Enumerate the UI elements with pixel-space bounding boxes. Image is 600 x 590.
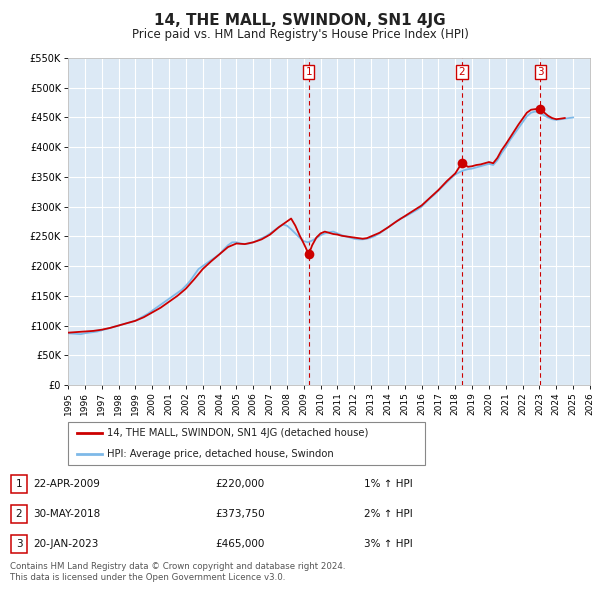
Text: 2: 2	[16, 509, 22, 519]
Text: 3: 3	[16, 539, 22, 549]
Text: HPI: Average price, detached house, Swindon: HPI: Average price, detached house, Swin…	[107, 449, 334, 459]
Text: 3: 3	[537, 67, 544, 77]
Text: 30-MAY-2018: 30-MAY-2018	[33, 509, 100, 519]
Text: This data is licensed under the Open Government Licence v3.0.: This data is licensed under the Open Gov…	[10, 573, 286, 582]
Text: 1% ↑ HPI: 1% ↑ HPI	[364, 479, 413, 489]
Text: 1: 1	[16, 479, 22, 489]
Text: 3% ↑ HPI: 3% ↑ HPI	[364, 539, 413, 549]
Text: 2% ↑ HPI: 2% ↑ HPI	[364, 509, 413, 519]
Text: Price paid vs. HM Land Registry's House Price Index (HPI): Price paid vs. HM Land Registry's House …	[131, 28, 469, 41]
Text: 1: 1	[305, 67, 312, 77]
Text: Contains HM Land Registry data © Crown copyright and database right 2024.: Contains HM Land Registry data © Crown c…	[10, 562, 346, 571]
Text: 14, THE MALL, SWINDON, SN1 4JG: 14, THE MALL, SWINDON, SN1 4JG	[154, 13, 446, 28]
Text: 2: 2	[459, 67, 466, 77]
Text: 20-JAN-2023: 20-JAN-2023	[33, 539, 98, 549]
Text: 22-APR-2009: 22-APR-2009	[33, 479, 100, 489]
Text: £465,000: £465,000	[215, 539, 265, 549]
Text: £220,000: £220,000	[215, 479, 265, 489]
Text: £373,750: £373,750	[215, 509, 265, 519]
Text: 14, THE MALL, SWINDON, SN1 4JG (detached house): 14, THE MALL, SWINDON, SN1 4JG (detached…	[107, 428, 368, 438]
